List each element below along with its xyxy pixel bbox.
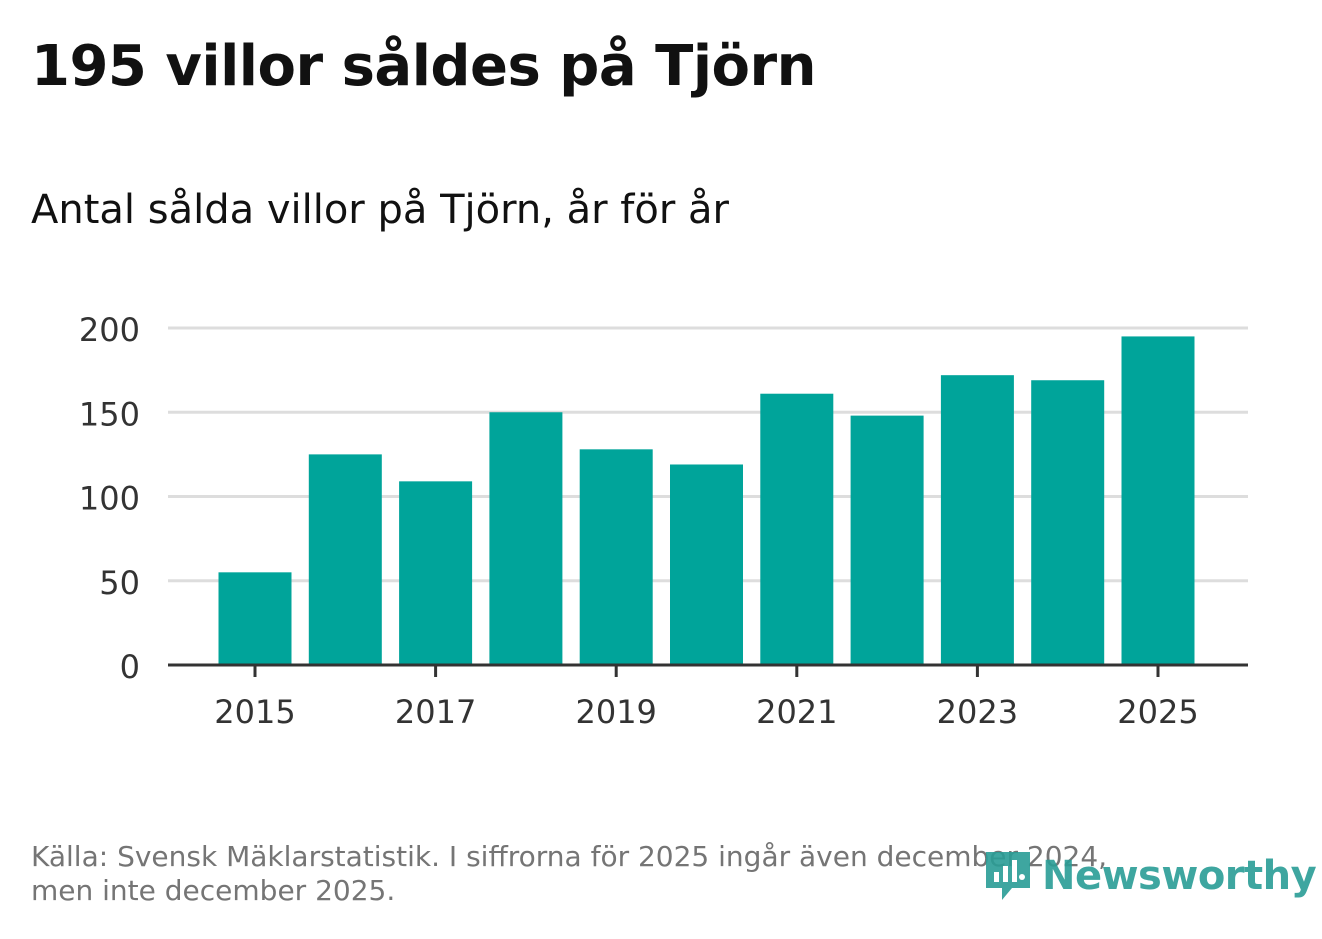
x-tick-label: 2015 — [214, 693, 295, 731]
bar-2015 — [218, 572, 292, 665]
source-note: Källa: Svensk Mäklarstatistik. I siffror… — [31, 840, 1231, 908]
bar-2021 — [760, 393, 834, 665]
bar-2019 — [579, 449, 653, 665]
bar-2016 — [308, 454, 382, 665]
chart-subtitle: Antal sålda villor på Tjörn, år för år — [31, 187, 729, 233]
x-tick-label: 2017 — [395, 693, 476, 731]
bar-2024 — [1031, 380, 1105, 665]
x-tick-label: 2023 — [937, 693, 1018, 731]
bar-2020 — [670, 464, 743, 665]
source-note-line-1: Källa: Svensk Mäklarstatistik. I siffror… — [31, 840, 1108, 873]
bar-2018 — [489, 412, 563, 665]
y-tick-label: 0 — [120, 648, 140, 686]
x-tick-label: 2025 — [1117, 693, 1198, 731]
bar-2022 — [850, 415, 924, 665]
source-note-line-2: men inte december 2025. — [31, 874, 396, 907]
y-tick-label: 50 — [99, 564, 140, 602]
newsworthy-logo-icon — [986, 852, 1030, 900]
brand-logo: Newsworthy — [982, 848, 1317, 904]
brand-name: Newsworthy — [1042, 853, 1317, 899]
x-tick-label: 2019 — [575, 693, 656, 731]
bar-2025 — [1121, 336, 1195, 665]
bar-chart: 0 50 100 150 200 2015 2017 2019 2021 2023 2025 — [79, 311, 1248, 731]
y-tick-label: 100 — [79, 480, 140, 518]
chart-title: 195 villor såldes på Tjörn — [31, 34, 817, 99]
bar-2017 — [399, 481, 473, 665]
y-tick-label: 150 — [79, 395, 140, 433]
y-tick-label: 200 — [79, 311, 140, 349]
bar-2023 — [940, 375, 1014, 665]
x-tick-label: 2021 — [756, 693, 837, 731]
